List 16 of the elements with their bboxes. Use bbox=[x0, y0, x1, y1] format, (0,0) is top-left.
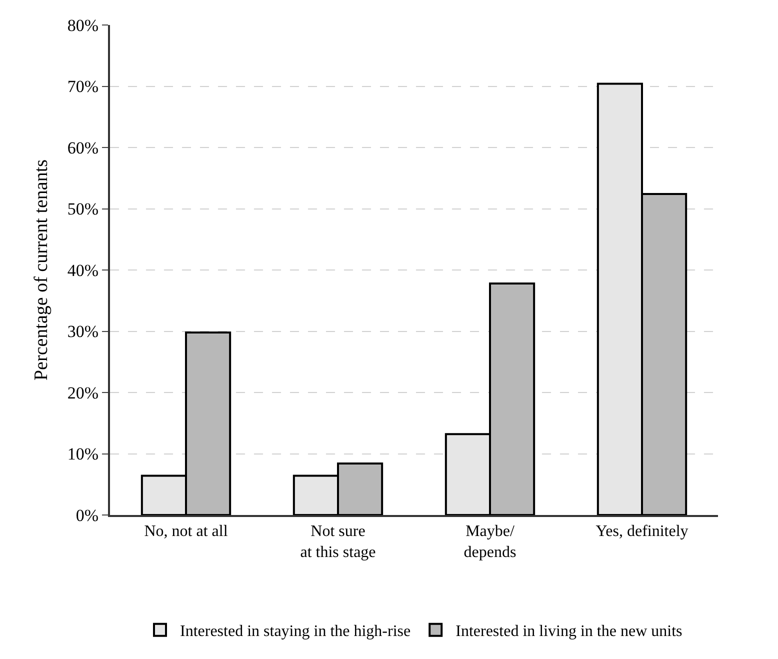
legend-label: Interested in living in the new units bbox=[456, 623, 682, 640]
y-tick-label: 50% bbox=[67, 200, 99, 219]
legend-label: Interested in staying in the high-rise bbox=[180, 623, 411, 640]
x-tick-label: Not sure at this stage bbox=[300, 523, 376, 561]
y-tick-label: 10% bbox=[67, 444, 99, 464]
x-tick-label: No, not at all bbox=[144, 523, 228, 540]
y-tick-label: 20% bbox=[67, 383, 99, 402]
y-axis-title: Percentage of current tenants bbox=[30, 159, 52, 381]
y-tick-label: 0% bbox=[76, 506, 99, 525]
y-tick-label: 70% bbox=[67, 77, 99, 96]
x-tick-label: Yes, definitely bbox=[596, 523, 688, 540]
y-tick-label: 80% bbox=[67, 16, 99, 35]
y-tick-label: 60% bbox=[67, 138, 99, 158]
y-tick-label: 40% bbox=[67, 260, 99, 280]
y-tick-label: 30% bbox=[67, 322, 99, 342]
x-tick-label: Maybe/ depends bbox=[464, 523, 516, 561]
